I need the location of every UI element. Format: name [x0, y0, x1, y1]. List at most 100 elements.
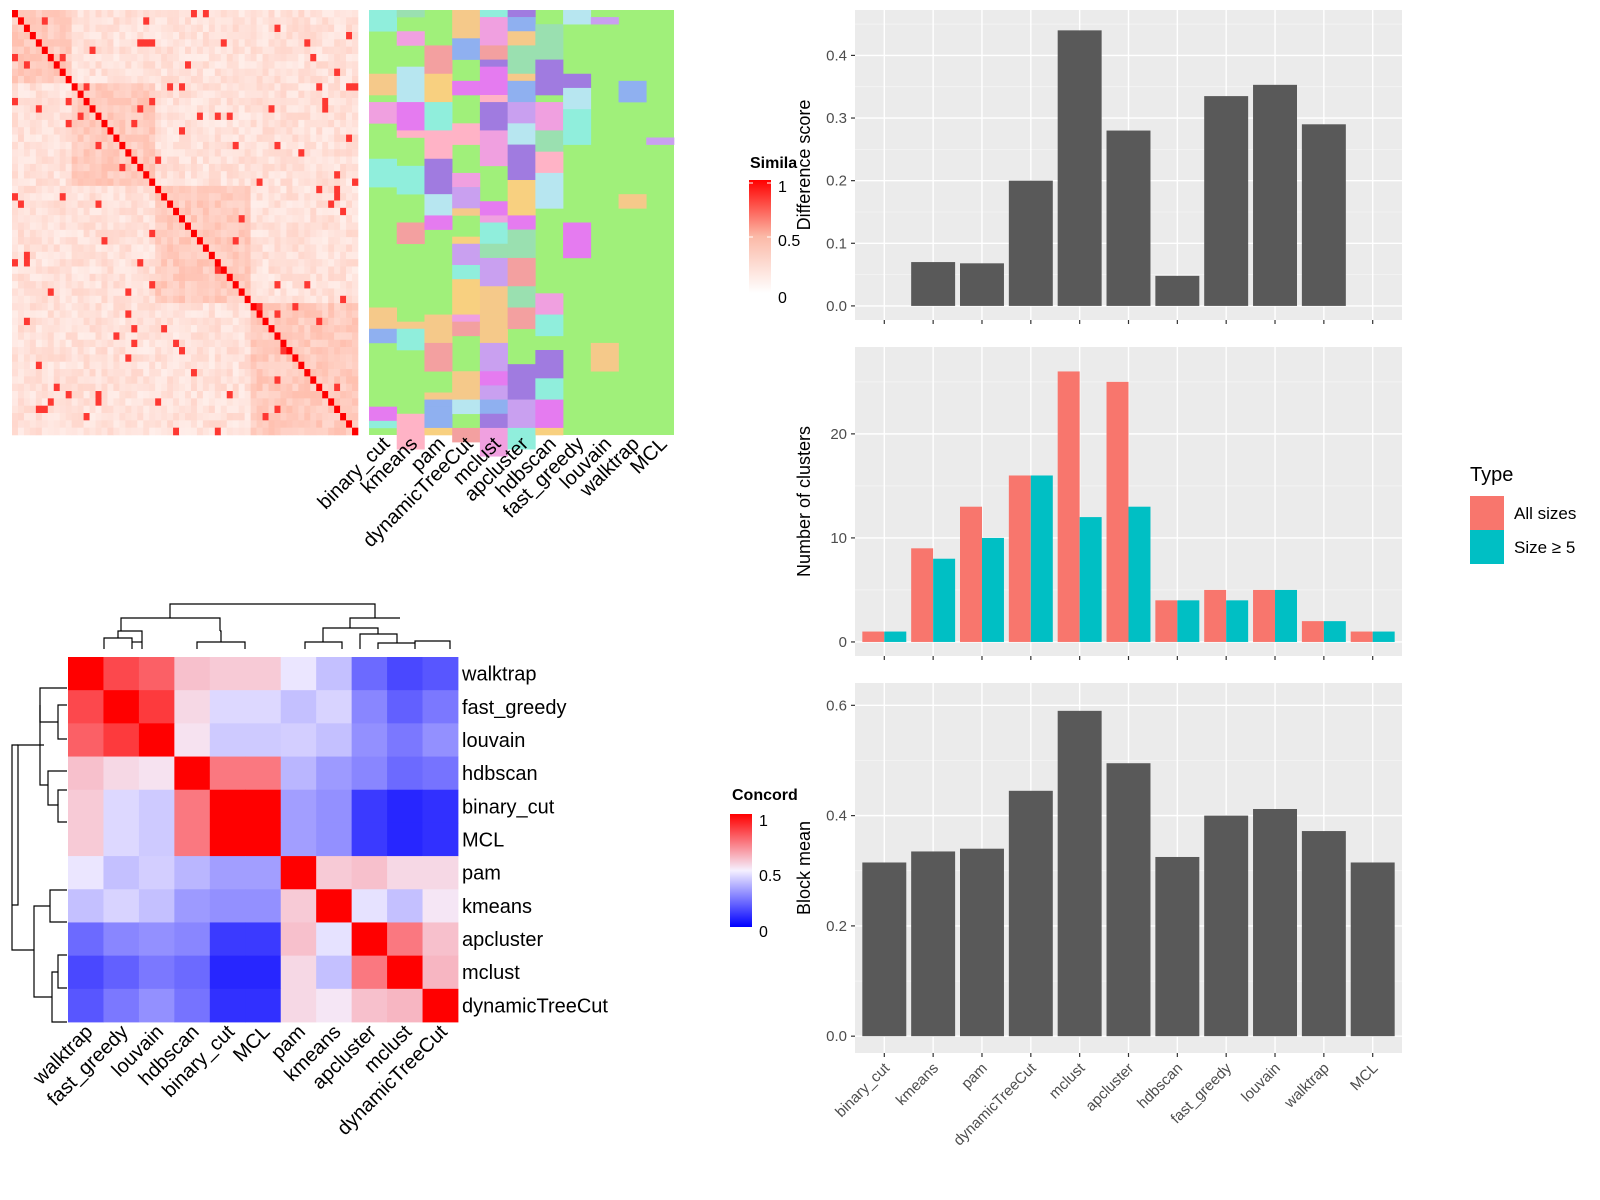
similarity-cell — [346, 281, 353, 289]
similarity-cell — [173, 200, 180, 209]
similarity-cell — [352, 141, 359, 150]
similarity-cell — [328, 127, 335, 135]
similarity-cell — [143, 31, 150, 40]
similarity-cell — [346, 310, 353, 319]
similarity-cell — [280, 61, 287, 69]
similarity-cell — [131, 215, 138, 223]
similarity-cell — [340, 119, 347, 128]
similarity-cell — [12, 207, 19, 216]
similarity-cell — [23, 10, 31, 18]
similarity-cell — [304, 207, 311, 216]
similarity-cell — [310, 259, 317, 267]
similarity-cell — [101, 332, 108, 341]
similarity-cell — [89, 281, 96, 289]
concordance-cell — [280, 856, 317, 890]
membership-cell — [479, 413, 508, 429]
similarity-cell — [304, 105, 311, 113]
similarity-cell — [77, 134, 84, 143]
similarity-cell — [220, 10, 228, 18]
similarity-cell — [12, 251, 19, 260]
similarity-cell — [316, 207, 323, 216]
similarity-cell — [29, 105, 37, 113]
similarity-cell — [238, 149, 245, 157]
similarity-cell — [107, 339, 114, 348]
similarity-cell — [137, 193, 144, 201]
similarity-cell — [119, 420, 126, 428]
similarity-cell — [280, 10, 287, 18]
similarity-cell — [35, 90, 43, 99]
similarity-cell — [322, 332, 329, 341]
similarity-cell — [322, 185, 329, 194]
similarity-cell — [226, 149, 234, 157]
similarity-cell — [71, 237, 78, 245]
similarity-cell — [77, 17, 84, 25]
similarity-cell — [12, 325, 19, 333]
similarity-cell — [196, 53, 204, 62]
similarity-cell — [119, 361, 126, 370]
similarity-cell — [107, 149, 114, 157]
similarity-cell — [262, 156, 269, 165]
similarity-cell — [340, 339, 347, 348]
similarity-cell — [143, 303, 150, 311]
similarity-cell — [41, 295, 49, 304]
membership-cell — [424, 130, 453, 160]
similarity-cell — [226, 112, 234, 121]
similarity-cell — [131, 68, 138, 77]
similarity-cell — [316, 391, 323, 399]
similarity-cell — [334, 105, 341, 113]
similarity-cell — [262, 317, 269, 326]
similarity-cell — [23, 361, 31, 370]
similarity-cell — [83, 303, 90, 311]
similarity-cell — [280, 46, 287, 55]
similarity-cell — [41, 251, 49, 260]
concordance-cell — [422, 657, 459, 691]
membership-cell — [618, 80, 647, 103]
similarity-cell — [119, 141, 126, 150]
similarity-cell — [232, 10, 239, 18]
similarity-cell — [328, 259, 335, 267]
legend-swatch-size-ge5 — [1470, 530, 1504, 564]
similarity-cell — [208, 75, 216, 84]
similarity-cell — [155, 200, 162, 209]
similarity-cell — [190, 295, 198, 304]
similarity-cell — [280, 420, 287, 428]
similarity-cell — [107, 17, 114, 25]
similarity-cell — [220, 134, 228, 143]
similarity-cell — [250, 303, 257, 311]
similarity-cell — [89, 310, 96, 319]
similarity-cell — [53, 171, 61, 179]
concordance-cell — [245, 955, 282, 990]
similarity-cell — [352, 39, 359, 47]
similarity-cell — [125, 215, 132, 223]
similarity-cell — [334, 215, 341, 223]
similarity-cell — [250, 413, 257, 421]
similarity-cell — [292, 237, 299, 245]
similarity-cell — [196, 149, 204, 157]
similarity-cell — [65, 200, 72, 209]
concordance-cell — [316, 955, 353, 990]
similarity-cell — [292, 376, 299, 385]
concordance-cell — [316, 856, 353, 890]
similarity-cell — [185, 97, 192, 106]
similarity-cell — [316, 61, 323, 69]
similarity-cell — [107, 420, 114, 428]
similarity-cell — [167, 369, 174, 377]
similarity-cell — [190, 317, 198, 326]
similarity-cell — [59, 83, 66, 91]
concordance-row-label: louvain — [462, 730, 525, 752]
similarity-cell — [29, 178, 37, 187]
similarity-cell — [77, 288, 84, 297]
similarity-cell — [143, 427, 150, 436]
similarity-cell — [179, 200, 186, 209]
similarity-cell — [196, 354, 204, 363]
membership-cell — [369, 102, 398, 124]
membership-cell — [396, 102, 425, 131]
similarity-cell — [77, 244, 84, 253]
bar-all-sizes — [1008, 475, 1031, 642]
similarity-cell — [17, 39, 25, 47]
similarity-cell — [77, 391, 84, 399]
similarity-cell — [101, 259, 108, 267]
similarity-cell — [101, 361, 108, 370]
similarity-cell — [173, 273, 180, 282]
